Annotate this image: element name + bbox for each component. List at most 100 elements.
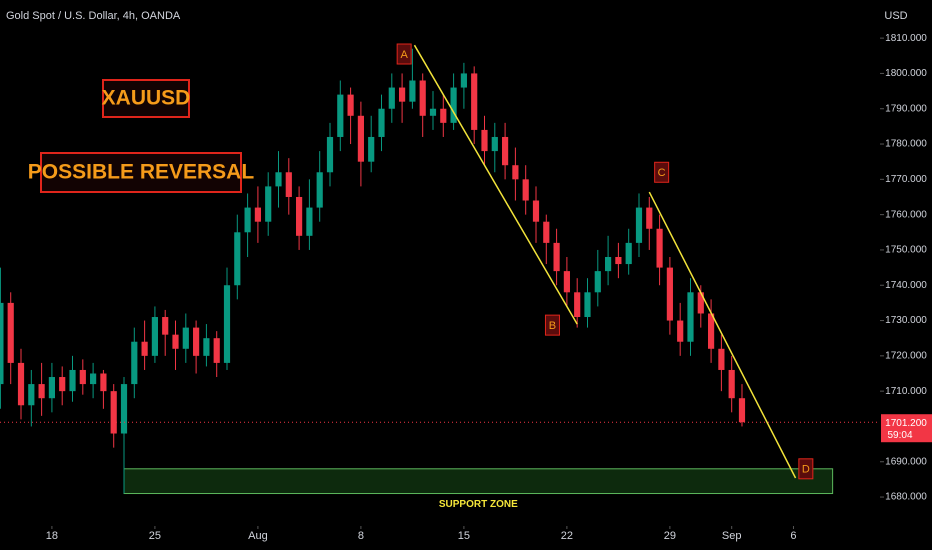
- y-tick-label: 1740.000: [885, 280, 927, 291]
- support-zone-label: SUPPORT ZONE: [439, 499, 518, 510]
- y-tick-label: 1710.000: [885, 386, 927, 397]
- wave-box: [396, 43, 412, 65]
- annotation-box: [40, 152, 242, 193]
- chart-title: Gold Spot / U.S. Dollar, 4h, OANDA: [6, 10, 181, 22]
- candle-body: [646, 207, 653, 229]
- last-price-label: 1701.200: [885, 418, 927, 429]
- candle-body: [69, 369, 76, 392]
- candle-body: [615, 256, 622, 265]
- candle-body: [502, 136, 509, 166]
- x-tick-label: 18: [46, 530, 58, 542]
- last-price-box: [881, 414, 932, 443]
- trendline: [648, 191, 797, 479]
- candle-body: [213, 338, 220, 363]
- candle-body: [337, 94, 344, 137]
- candle-body: [172, 334, 179, 349]
- candle-body: [429, 108, 437, 116]
- annotation-box: [102, 79, 190, 118]
- candle-body: [532, 200, 540, 222]
- candle-body: [378, 108, 385, 137]
- wave-label: D: [802, 464, 810, 476]
- candle-body: [368, 136, 375, 162]
- y-tick-label: 1800.000: [885, 68, 927, 79]
- y-tick-label: 1730.000: [885, 315, 927, 326]
- candle-body: [38, 384, 45, 399]
- wave-box: [544, 314, 560, 336]
- y-tick-label: 1690.000: [885, 456, 927, 467]
- candle-body: [553, 242, 560, 272]
- candle-body: [110, 391, 117, 434]
- candle-body: [254, 207, 261, 222]
- candle-body: [193, 327, 200, 356]
- candle-body: [316, 172, 323, 208]
- candle-body: [677, 320, 684, 342]
- candle-body: [182, 327, 189, 349]
- candle-body: [151, 317, 158, 356]
- y-tick-label: 1810.000: [885, 33, 927, 44]
- candle-body: [388, 87, 395, 109]
- candle-body: [522, 179, 529, 201]
- wave-box: [798, 458, 814, 480]
- candle-body: [656, 228, 663, 268]
- y-tick-label: 1760.000: [885, 209, 927, 220]
- candle-body: [59, 377, 66, 392]
- candle-body: [265, 186, 272, 222]
- wave-label: C: [658, 167, 666, 179]
- x-tick-label: 22: [561, 530, 573, 542]
- candle-body: [306, 207, 313, 236]
- wave-box: [654, 161, 670, 183]
- candle-body: [625, 242, 632, 265]
- candle-body: [697, 292, 704, 314]
- candle-body: [419, 80, 426, 116]
- candle-body: [48, 377, 55, 399]
- candle-body: [131, 341, 138, 385]
- candle-body: [28, 384, 35, 406]
- y-tick-label: 1780.000: [885, 139, 927, 150]
- candle-body: [90, 373, 97, 385]
- y-tick-label: 1680.000: [885, 492, 927, 503]
- candle-body: [491, 136, 498, 152]
- trendline: [413, 44, 578, 325]
- annotation: XAUUSD: [102, 87, 191, 110]
- candle-body: [234, 232, 241, 286]
- x-tick-label: 25: [149, 530, 161, 542]
- candle-body: [244, 207, 251, 233]
- candle-body: [120, 384, 128, 434]
- candle-body: [203, 338, 210, 356]
- candle-body: [141, 341, 148, 356]
- candle-body: [666, 267, 673, 321]
- x-tick-label: Aug: [248, 530, 268, 542]
- candle-body: [574, 292, 581, 318]
- candle-body: [718, 348, 725, 370]
- candle-body: [707, 313, 715, 349]
- countdown: 59:04: [887, 430, 912, 441]
- y-axis-label: USD: [884, 10, 907, 22]
- candle-body: [584, 292, 591, 318]
- candle-body: [399, 87, 406, 102]
- candle-body: [728, 369, 735, 399]
- x-tick-label: 6: [790, 530, 796, 542]
- x-tick-label: Sep: [722, 530, 742, 542]
- x-tick-label: 8: [358, 530, 364, 542]
- candle-body: [481, 129, 488, 152]
- candle-body: [409, 80, 416, 102]
- y-tick-label: 1750.000: [885, 245, 927, 256]
- candle-body: [100, 373, 107, 392]
- candle-body: [440, 108, 447, 123]
- candle-body: [605, 256, 612, 272]
- wave-label: A: [400, 49, 408, 61]
- candle-body: [17, 362, 25, 406]
- candle-body: [0, 302, 4, 385]
- candle-body: [347, 94, 354, 116]
- annotation: POSSIBLE REVERSAL: [28, 161, 255, 184]
- candle-body: [326, 136, 334, 173]
- candle-body: [450, 87, 457, 123]
- candle-body: [471, 73, 478, 130]
- candle-body: [594, 271, 601, 293]
- candle-body: [460, 73, 467, 88]
- candle-body: [635, 207, 643, 243]
- candle-body: [162, 317, 169, 335]
- candle-body: [223, 285, 231, 363]
- y-tick-label: 1720.000: [885, 350, 927, 361]
- candle-body: [738, 398, 746, 423]
